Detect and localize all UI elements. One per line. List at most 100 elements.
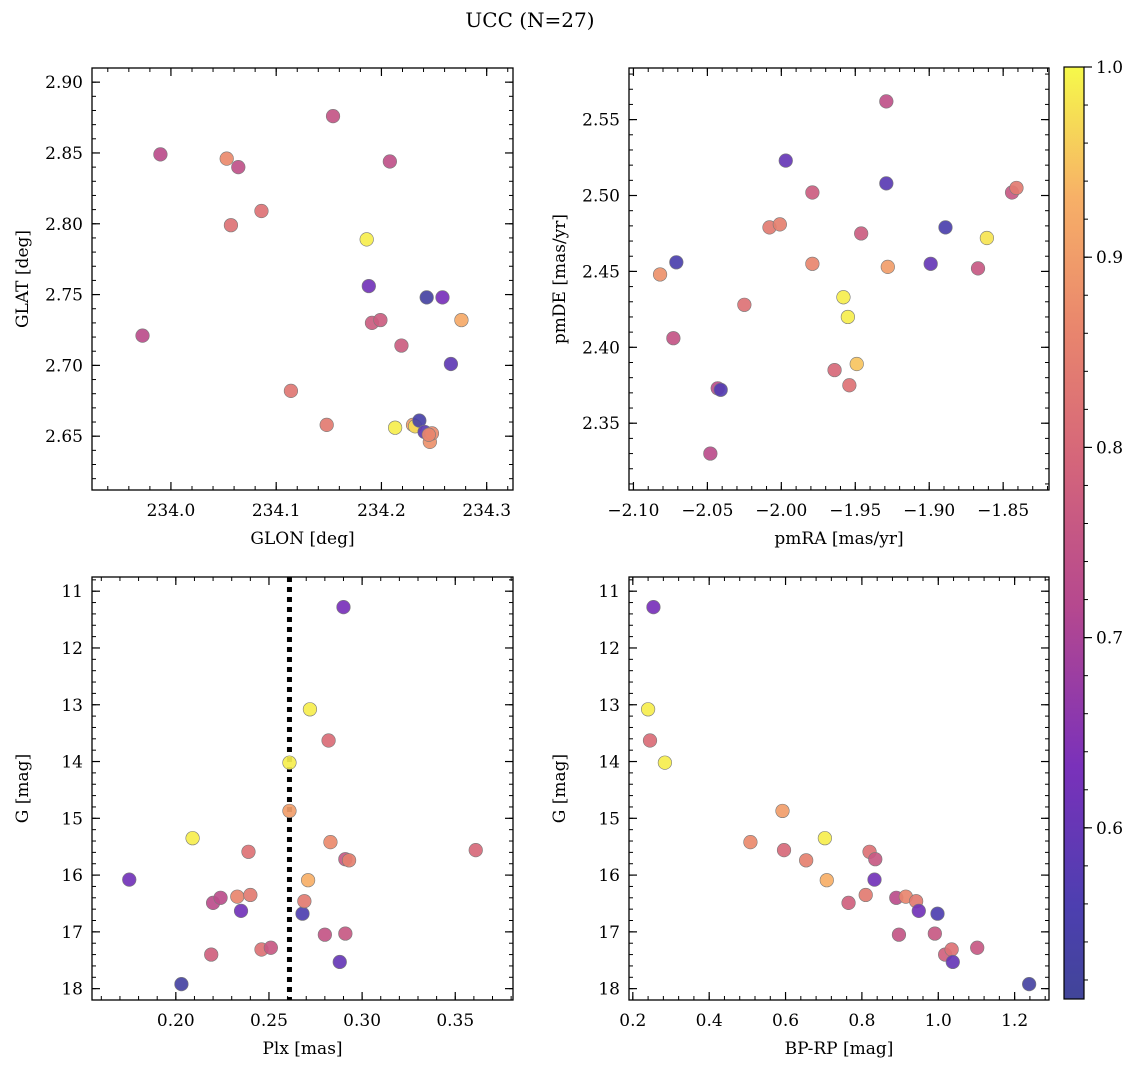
y-axis-label: GLAT [deg] [13, 230, 33, 328]
data-point [223, 218, 239, 233]
colorbar-tick-label: 1.0 [1096, 58, 1123, 78]
x-tick-label: 234.3 [462, 501, 511, 521]
y-tick-label: 14 [598, 753, 620, 773]
data-point [230, 889, 245, 904]
data-point [332, 954, 347, 970]
data-point [435, 290, 450, 305]
data-point [153, 147, 168, 162]
colorbar-tick-label: 0.8 [1096, 438, 1123, 458]
colorbar-tick-label: 0.7 [1096, 629, 1123, 649]
y-tick-label: 2.80 [45, 215, 83, 235]
x-tick-label: 0.6 [772, 1011, 799, 1031]
data-point [938, 220, 953, 235]
colorbar-gradient [1063, 66, 1085, 1000]
data-point [231, 160, 246, 175]
x-tick-label: −2.10 [607, 501, 659, 521]
y-tick-label: 12 [598, 639, 620, 659]
data-point [849, 356, 864, 372]
y-tick-label: 2.75 [45, 286, 83, 306]
data-point [213, 890, 228, 905]
data-point [868, 852, 883, 867]
data-point [241, 844, 256, 859]
x-axis-label: BP-RP [mag] [785, 1039, 894, 1059]
data-point [970, 261, 986, 276]
data-point [840, 309, 855, 325]
data-point [443, 356, 459, 372]
y-tick-label: 13 [598, 696, 620, 716]
y-tick-label: 2.50 [582, 187, 620, 207]
data-point [703, 446, 718, 461]
x-tick-label: 234.0 [147, 501, 196, 521]
colorbar-tick-label: 0.6 [1096, 819, 1123, 839]
data-point [713, 382, 728, 397]
data-point [775, 803, 790, 819]
data-point [243, 887, 258, 903]
y-tick-label: 11 [61, 582, 83, 602]
y-tick-label: 14 [61, 753, 83, 773]
y-tick-label: 18 [61, 980, 83, 1000]
colorbar-tick-label: 0.9 [1096, 248, 1123, 268]
data-point [805, 185, 820, 200]
data-point [836, 290, 851, 305]
x-tick-label: 0.25 [250, 1011, 288, 1031]
data-point [317, 927, 332, 942]
data-point [799, 853, 814, 868]
y-axis-label: pmDE [mas/yr] [550, 214, 570, 344]
data-point [468, 843, 483, 858]
x-tick-label: −1.95 [829, 501, 881, 521]
data-point [323, 835, 338, 850]
x-axis-label: pmRA [mas/yr] [774, 529, 903, 549]
data-point [827, 362, 842, 378]
y-tick-label: 2.40 [582, 338, 620, 358]
data-point [325, 109, 341, 124]
y-axis-label: G [mag] [13, 754, 33, 823]
x-tick-label: 0.30 [343, 1011, 381, 1031]
data-point [646, 599, 661, 615]
panel-plx-g: 0.20 0.25 0.30 0.35 11 12 13 14 15 16 17 18 Plx [mas… [13, 576, 514, 1059]
data-point [1009, 180, 1024, 196]
data-point [930, 906, 945, 921]
y-tick-label: 2.90 [45, 73, 83, 93]
x-tick-label: −2.05 [681, 501, 733, 521]
points-layer [652, 94, 1024, 461]
y-tick-label: 16 [61, 866, 83, 886]
data-point [319, 417, 334, 432]
data-point [776, 843, 792, 858]
x-tick-label: 1.0 [925, 1011, 952, 1031]
axes-frame [628, 576, 1050, 1001]
x-tick-label: 0.4 [696, 1011, 723, 1031]
data-point [669, 255, 684, 270]
x-tick-label: 234.1 [252, 501, 301, 521]
y-tick-label: 2.35 [582, 414, 620, 434]
data-point [233, 903, 249, 918]
y-tick-label: 18 [598, 980, 620, 1000]
panel-bprp-g: 0.2 0.4 0.6 0.8 1.0 1.2 11 12 13 14 15 16 17 18 BP-RP … [550, 576, 1050, 1059]
colorbar: 0.6 0.7 0.8 0.9 1.0 [1063, 58, 1123, 1000]
data-point [297, 894, 312, 909]
data-point [388, 420, 403, 435]
x-tick-label: −1.90 [903, 501, 955, 521]
data-point [295, 906, 310, 921]
x-tick-label: 0.8 [848, 1011, 875, 1031]
x-tick-label: 1.2 [1001, 1011, 1028, 1031]
y-tick-label: 2.70 [45, 356, 83, 376]
points-layer [640, 599, 1037, 992]
figure-title: UCC (N=27) [465, 8, 594, 32]
data-point [927, 926, 942, 941]
axes-frame [628, 67, 1050, 491]
x-tick-label: 0.35 [436, 1011, 474, 1031]
data-point [1022, 977, 1037, 992]
x-tick-label: 0.2 [619, 1011, 646, 1031]
data-point [421, 427, 436, 442]
data-point [657, 755, 672, 770]
axes-frame [91, 67, 514, 491]
x-axis-label: GLON [deg] [250, 529, 354, 549]
y-tick-label: 17 [598, 923, 620, 943]
data-point [817, 831, 832, 846]
y-tick-label: 11 [598, 582, 620, 602]
points-layer [135, 109, 469, 449]
data-point [282, 803, 297, 819]
data-point [373, 312, 388, 328]
data-point [743, 835, 758, 850]
data-point [880, 259, 895, 274]
